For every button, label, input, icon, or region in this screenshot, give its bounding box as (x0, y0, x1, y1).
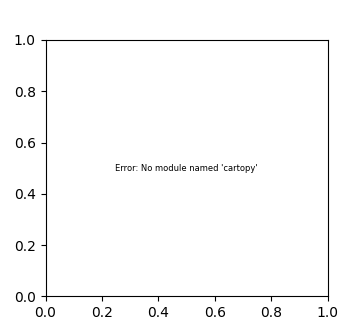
Text: Error: No module named 'cartopy': Error: No module named 'cartopy' (115, 164, 258, 173)
